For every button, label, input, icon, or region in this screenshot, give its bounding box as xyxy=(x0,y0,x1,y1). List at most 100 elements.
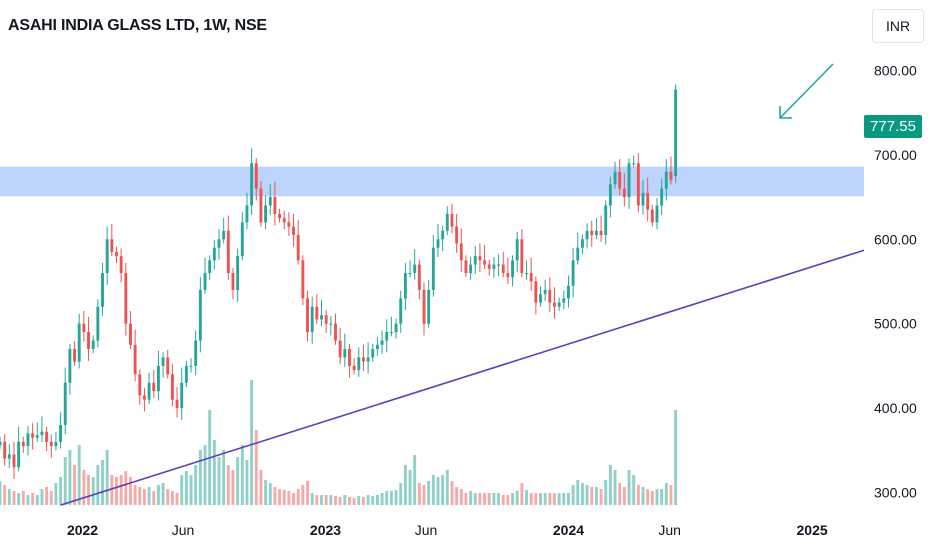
volume-bar xyxy=(334,496,337,505)
volume-bar xyxy=(301,485,305,505)
candle-body xyxy=(96,306,100,341)
volume-bar xyxy=(278,489,282,505)
candle-body xyxy=(427,289,431,324)
candle-body xyxy=(492,264,496,269)
candle-body xyxy=(240,222,244,257)
candle-body xyxy=(664,171,668,189)
candle-body xyxy=(217,239,221,248)
volume-bar xyxy=(35,495,39,505)
candle-body xyxy=(170,374,174,400)
volume-bar xyxy=(236,457,240,505)
candle-body xyxy=(338,340,342,358)
volume-bar xyxy=(483,493,487,505)
volume-bar xyxy=(520,483,524,505)
volume-bar xyxy=(306,481,309,505)
volume-bar xyxy=(231,470,235,505)
volume-bar xyxy=(240,445,244,505)
arrow-shaft xyxy=(779,63,834,119)
candle-body xyxy=(674,89,678,176)
volume-bar xyxy=(366,495,370,505)
candle-body xyxy=(147,382,151,400)
candle-body xyxy=(548,289,552,303)
volume-bar xyxy=(96,465,100,505)
candle-body xyxy=(334,323,337,341)
candle-body xyxy=(459,243,463,261)
candle-body xyxy=(54,441,58,447)
candle-body xyxy=(501,264,505,274)
candle-body xyxy=(515,239,519,261)
candle-body xyxy=(469,264,473,274)
candle-body xyxy=(520,239,524,274)
candle-body xyxy=(543,289,547,295)
volume-bar xyxy=(636,485,640,505)
candle-body xyxy=(436,239,440,248)
volume-bar xyxy=(147,487,151,505)
volume-bar xyxy=(119,475,123,505)
candle-body xyxy=(585,230,589,240)
candle-body xyxy=(156,365,160,392)
volume-bar xyxy=(529,493,533,505)
volume-bar xyxy=(63,457,67,505)
volume-bar xyxy=(152,491,156,505)
volume-bar xyxy=(203,445,207,505)
volume-bar xyxy=(54,483,58,505)
candle-body xyxy=(567,285,570,299)
volume-bar xyxy=(403,465,407,505)
y-axis[interactable]: 800.00 700.00 600.00 500.00 400.00 300.00 xyxy=(874,62,917,500)
arrow-annotation[interactable] xyxy=(779,63,834,119)
candle-body xyxy=(441,230,445,240)
volume-bar xyxy=(198,450,202,505)
volume-bar xyxy=(431,475,435,505)
trendline[interactable] xyxy=(60,249,865,506)
candle-body xyxy=(506,273,510,278)
volume-bar xyxy=(77,445,81,505)
volume-bar xyxy=(459,489,463,505)
candle-body xyxy=(31,433,35,438)
candle-body xyxy=(310,306,314,333)
candle-body xyxy=(222,230,226,240)
candle-body xyxy=(115,251,118,257)
volume-bar xyxy=(254,430,258,505)
volume-bar xyxy=(26,495,30,505)
volume-bar xyxy=(413,455,417,505)
y-tick-label: 700.00 xyxy=(874,147,917,163)
candle-body xyxy=(352,365,356,371)
candle-body xyxy=(45,431,49,442)
currency-selector[interactable]: INR xyxy=(872,9,924,43)
candle-body xyxy=(417,264,421,290)
candle-body xyxy=(361,357,365,362)
volume-bar xyxy=(7,489,11,505)
volume-bar xyxy=(226,465,230,505)
volume-bar xyxy=(222,450,226,505)
volume-bar xyxy=(669,485,673,505)
candle-body xyxy=(399,298,403,324)
candle-body xyxy=(138,374,142,396)
candle-body xyxy=(59,424,63,442)
volume-bar xyxy=(101,460,104,505)
candle-body xyxy=(105,239,109,274)
candle-body xyxy=(245,205,249,223)
volume-bar xyxy=(567,493,570,505)
candle-body xyxy=(292,226,295,236)
volume-bar xyxy=(571,485,575,505)
volume-bar xyxy=(650,491,654,505)
candle-body xyxy=(408,273,412,275)
candle-body xyxy=(389,332,393,334)
candle-body xyxy=(324,315,328,324)
volume-bar xyxy=(450,481,454,505)
candle-body xyxy=(0,441,2,446)
x-axis[interactable]: 2022 Jun 2023 Jun 2024 Jun 2025 xyxy=(67,522,828,538)
volume-bar xyxy=(380,493,384,505)
volume-bar xyxy=(124,471,128,505)
candle-body xyxy=(380,340,384,345)
volume-bar xyxy=(282,490,286,505)
volume-bar xyxy=(287,491,291,505)
volume-bar xyxy=(576,480,580,505)
candle-body xyxy=(599,230,603,236)
candle-body xyxy=(483,260,487,265)
volume-bar xyxy=(515,491,519,505)
volume-bar xyxy=(245,460,249,505)
candle-body xyxy=(385,332,389,341)
volume-bar xyxy=(166,489,170,505)
volume-bar xyxy=(161,483,165,505)
